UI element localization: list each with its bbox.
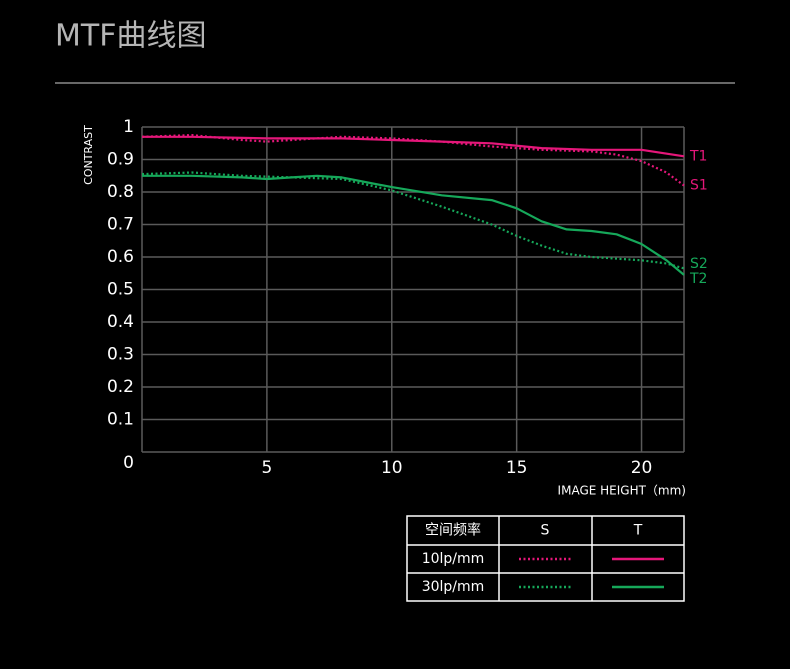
x-tick-label: 10 <box>381 458 403 478</box>
series-end-label: S2 <box>690 256 708 272</box>
y-tick-label: 1 <box>123 117 134 137</box>
chart-title: MTF曲线图 <box>55 19 206 54</box>
series-line <box>141 134 685 187</box>
x-axis-label: IMAGE HEIGHT（mm) <box>558 484 686 498</box>
y-tick-label: 0.3 <box>107 345 134 365</box>
table-border <box>406 515 685 602</box>
legend-table <box>406 515 685 602</box>
y-tick-label: 0.9 <box>107 150 134 170</box>
series-line <box>141 171 685 270</box>
y-tick-label: 0.2 <box>107 377 134 397</box>
x-tick-label: 5 <box>261 458 272 478</box>
y-tick-label: 0 <box>123 453 134 473</box>
series-line <box>142 135 685 158</box>
y-tick-label: 0.5 <box>107 280 134 300</box>
series-end-label: T2 <box>689 271 707 287</box>
y-axis-label: CONTRAST <box>82 125 95 185</box>
y-tick-label: 0.1 <box>107 410 134 430</box>
series-end-label: S1 <box>690 178 708 194</box>
x-tick-label: 15 <box>506 458 528 478</box>
y-tick-label: 0.4 <box>107 312 134 332</box>
series-end-label: T1 <box>689 148 707 164</box>
table-row-label: 10lp/mm <box>422 551 485 567</box>
series-line <box>142 174 685 276</box>
table-row-label: 30lp/mm <box>422 579 485 595</box>
table-header: S <box>541 523 550 539</box>
table-header: T <box>633 523 643 539</box>
y-tick-label: 0.7 <box>107 215 134 235</box>
table-header: 空间频率 <box>425 522 481 539</box>
x-tick-label: 20 <box>631 458 653 478</box>
y-tick-label: 0.6 <box>107 247 134 267</box>
y-tick-label: 0.8 <box>107 182 134 202</box>
